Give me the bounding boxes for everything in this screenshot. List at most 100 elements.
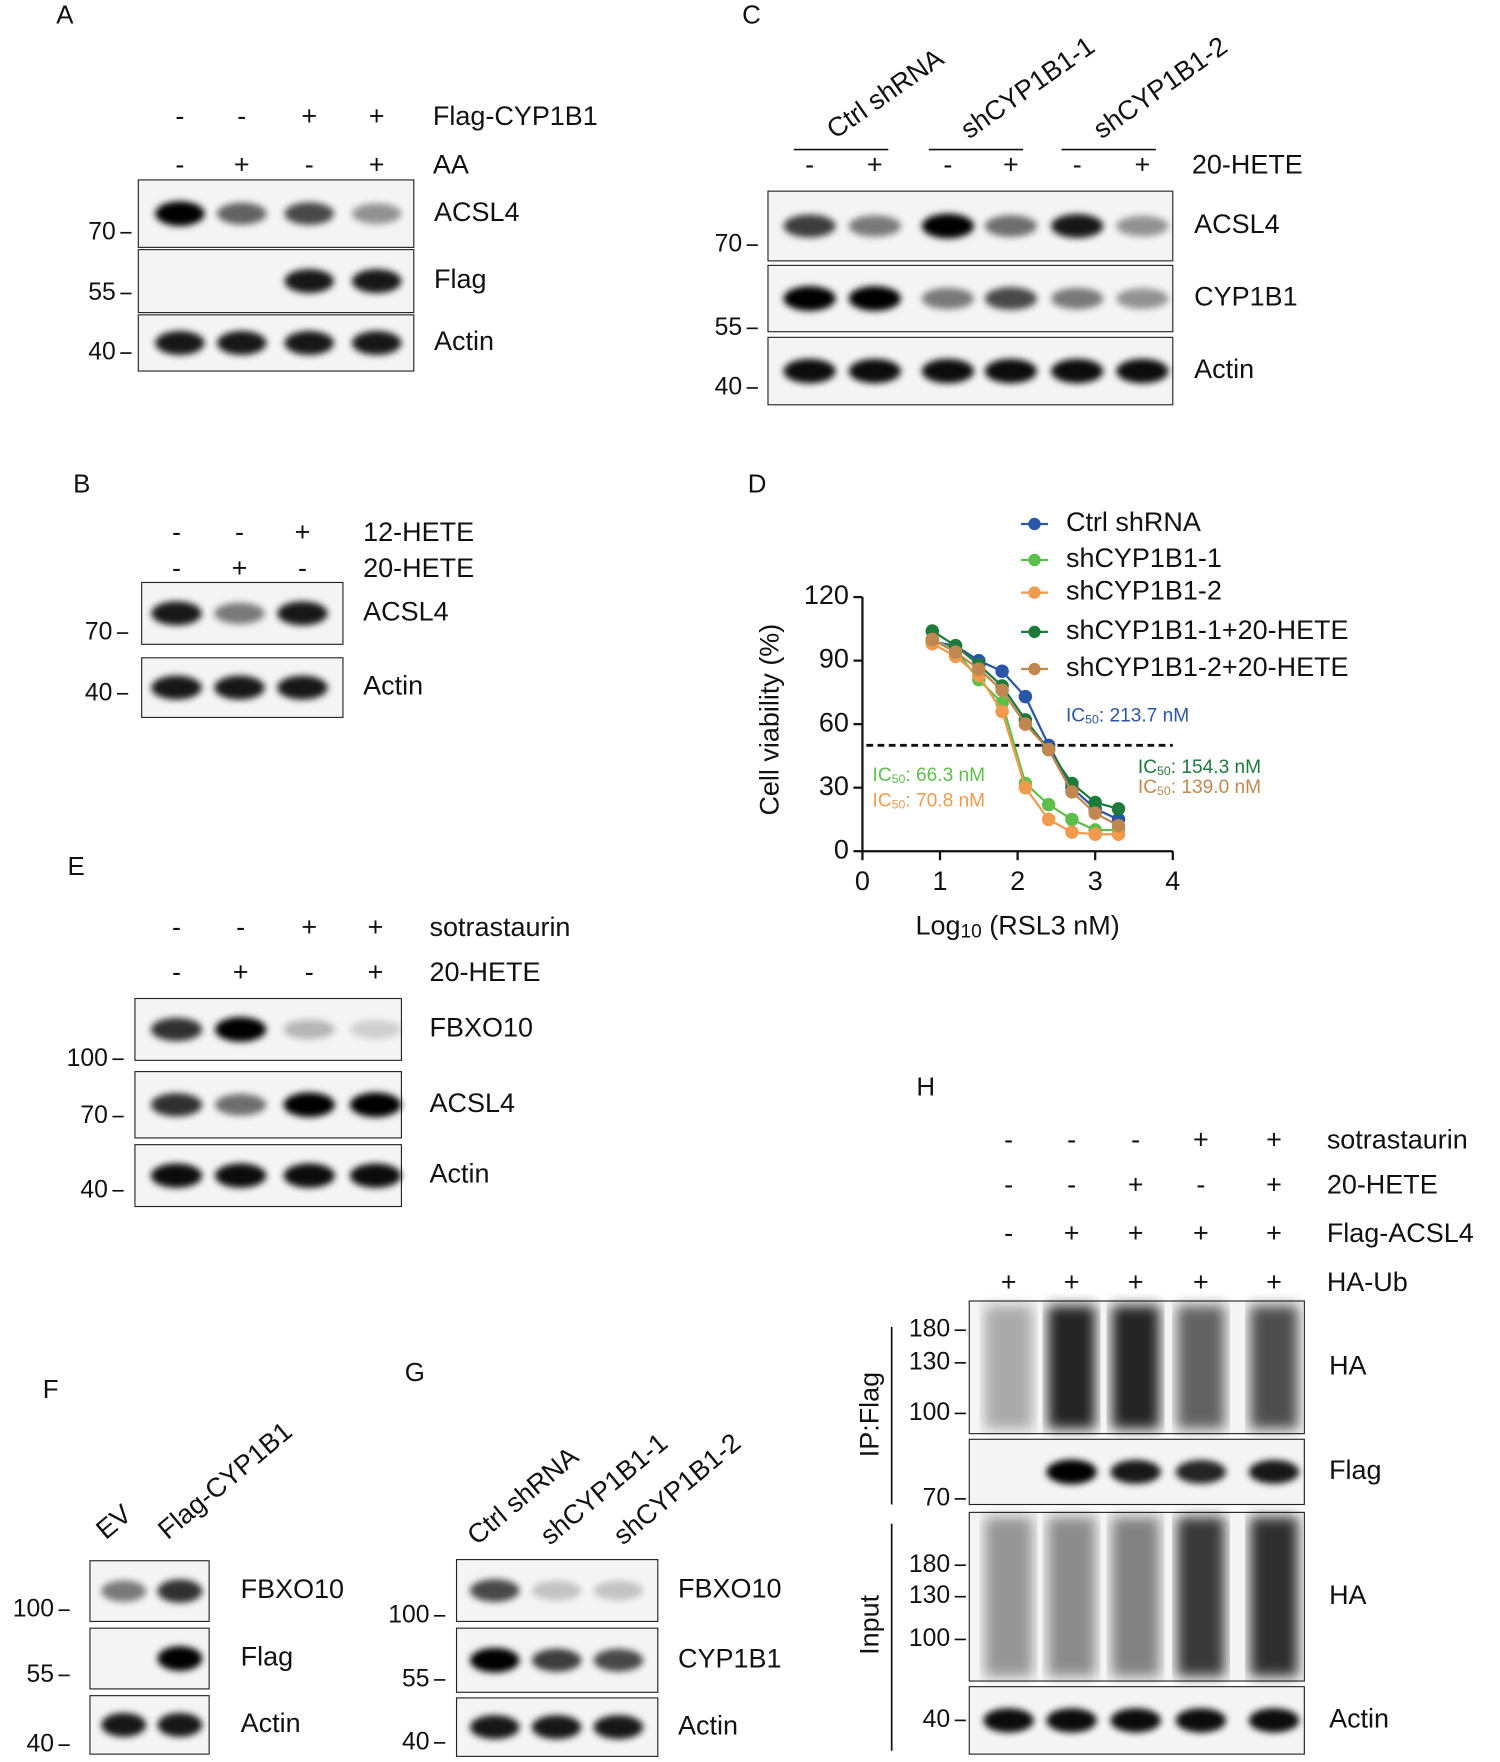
blot-label: FBXO10: [678, 1574, 781, 1604]
condition-sign: -: [172, 912, 181, 942]
condition-sign: -: [805, 150, 814, 180]
blot-band: [1248, 1708, 1300, 1733]
blot-smear: [1176, 1305, 1225, 1430]
condition-sign: -: [172, 517, 181, 547]
blot-band: [157, 1712, 203, 1737]
blot-label: CYP1B1: [678, 1643, 781, 1673]
blot-band: [1116, 215, 1169, 237]
ic50-annotation-part: 50: [892, 798, 906, 812]
blot-band: [921, 213, 974, 239]
condition-sign: -: [298, 553, 307, 583]
condition-sign: +: [1266, 1124, 1282, 1154]
condition-sign: +: [1135, 150, 1151, 180]
blot-band: [101, 1712, 147, 1737]
mw-marker: 40: [923, 1706, 950, 1733]
blot-label: Actin: [1329, 1704, 1389, 1734]
condition-sign: +: [1064, 1267, 1080, 1297]
condition-sign: -: [1067, 1124, 1076, 1154]
mw-marker: 180: [909, 1551, 950, 1578]
blot-band: [470, 1579, 520, 1602]
data-point: [1041, 797, 1056, 812]
blot-label: ACSL4: [430, 1088, 515, 1118]
blot-label: Flag: [434, 264, 486, 294]
ic50-annotation-part: IC: [1066, 705, 1085, 726]
condition-label: 12-HETE: [363, 517, 474, 547]
blot-band: [150, 1093, 203, 1117]
blot-label: Actin: [434, 326, 494, 356]
blot-band: [1046, 1459, 1097, 1485]
blot-smear: [1111, 1516, 1160, 1677]
condition-sign: +: [1128, 1267, 1144, 1297]
x-axis-label-part: 10: [961, 921, 982, 942]
mw-marker: 70: [80, 1102, 107, 1129]
mw-marker: 70: [715, 231, 742, 258]
blot-band: [151, 601, 202, 626]
condition-sign: +: [1266, 1218, 1282, 1248]
condition-sign: +: [1193, 1124, 1209, 1154]
blot-band: [1051, 358, 1104, 384]
blot-band: [593, 1580, 644, 1601]
legend-marker: [1028, 586, 1041, 599]
legend-marker: [1028, 553, 1041, 567]
group-label: Ctrl shRNA: [821, 43, 949, 145]
data-point: [1111, 802, 1126, 816]
mw-marker: 100: [67, 1045, 108, 1072]
blot-smear: [1250, 1516, 1298, 1677]
x-axis-label-part: (RSL3 nM): [982, 911, 1120, 941]
ic50-annotation: IC50: 139.0 nM: [1138, 777, 1261, 798]
mw-marker: 55: [715, 314, 742, 341]
blot-band: [1051, 287, 1104, 310]
condition-sign: -: [1067, 1169, 1076, 1199]
blot-label: Actin: [430, 1159, 490, 1189]
blot-band: [284, 330, 334, 355]
side-group-label: IP:Flag: [855, 1372, 885, 1457]
ic50-annotation-part: 50: [1085, 712, 1099, 726]
blot-band: [984, 215, 1037, 237]
condition-sign: -: [1004, 1169, 1013, 1199]
condition-sign: +: [1266, 1169, 1282, 1199]
data-point: [995, 683, 1009, 698]
mw-marker: 70: [88, 218, 115, 245]
mw-marker: 100: [13, 1596, 54, 1623]
mw-marker: 130: [909, 1348, 950, 1375]
blot-label: HA: [1329, 1350, 1366, 1380]
mw-marker: 55: [402, 1665, 429, 1692]
data-point: [1018, 689, 1033, 704]
blot-band: [1116, 288, 1169, 309]
blot-band: [848, 358, 901, 384]
condition-sign: +: [234, 150, 250, 180]
blot-band: [983, 1708, 1034, 1733]
panel-letter: H: [916, 1073, 935, 1101]
x-tick-label: 0: [855, 866, 870, 896]
mw-marker: 40: [88, 339, 115, 366]
mw-marker: 40: [26, 1731, 53, 1758]
blot-band: [848, 215, 901, 237]
ic50-annotation-part: IC: [1138, 777, 1157, 798]
condition-sign: -: [1131, 1124, 1140, 1154]
mw-marker: 40: [402, 1728, 429, 1755]
data-point: [925, 632, 940, 647]
condition-sign: -: [172, 957, 181, 987]
ic50-annotation-part: : 66.3 nM: [905, 765, 985, 786]
ic50-annotation-part: IC: [873, 765, 892, 786]
condition-sign: -: [175, 101, 184, 131]
data-point: [995, 704, 1009, 719]
mw-marker: 100: [909, 1625, 950, 1652]
legend-label: shCYP1B1-2+20-HETE: [1066, 652, 1349, 682]
x-tick-label: 3: [1088, 866, 1103, 896]
blot-band: [921, 287, 974, 310]
blot-band: [283, 1019, 335, 1040]
blot-label: Actin: [1194, 354, 1254, 384]
condition-sign: +: [1001, 1267, 1017, 1297]
mw-marker: 40: [715, 373, 742, 400]
blot-band: [1051, 213, 1104, 239]
blot-band: [157, 1646, 203, 1671]
blot-smear: [1250, 1305, 1298, 1430]
panel-letter: A: [56, 2, 74, 30]
condition-label: 20-HETE: [1192, 150, 1303, 180]
condition-sign: +: [233, 957, 249, 987]
data-point: [1018, 780, 1033, 795]
ic50-annotation-part: IC: [1138, 757, 1157, 778]
panel-letter: B: [73, 471, 90, 499]
blot-band: [157, 1579, 203, 1603]
